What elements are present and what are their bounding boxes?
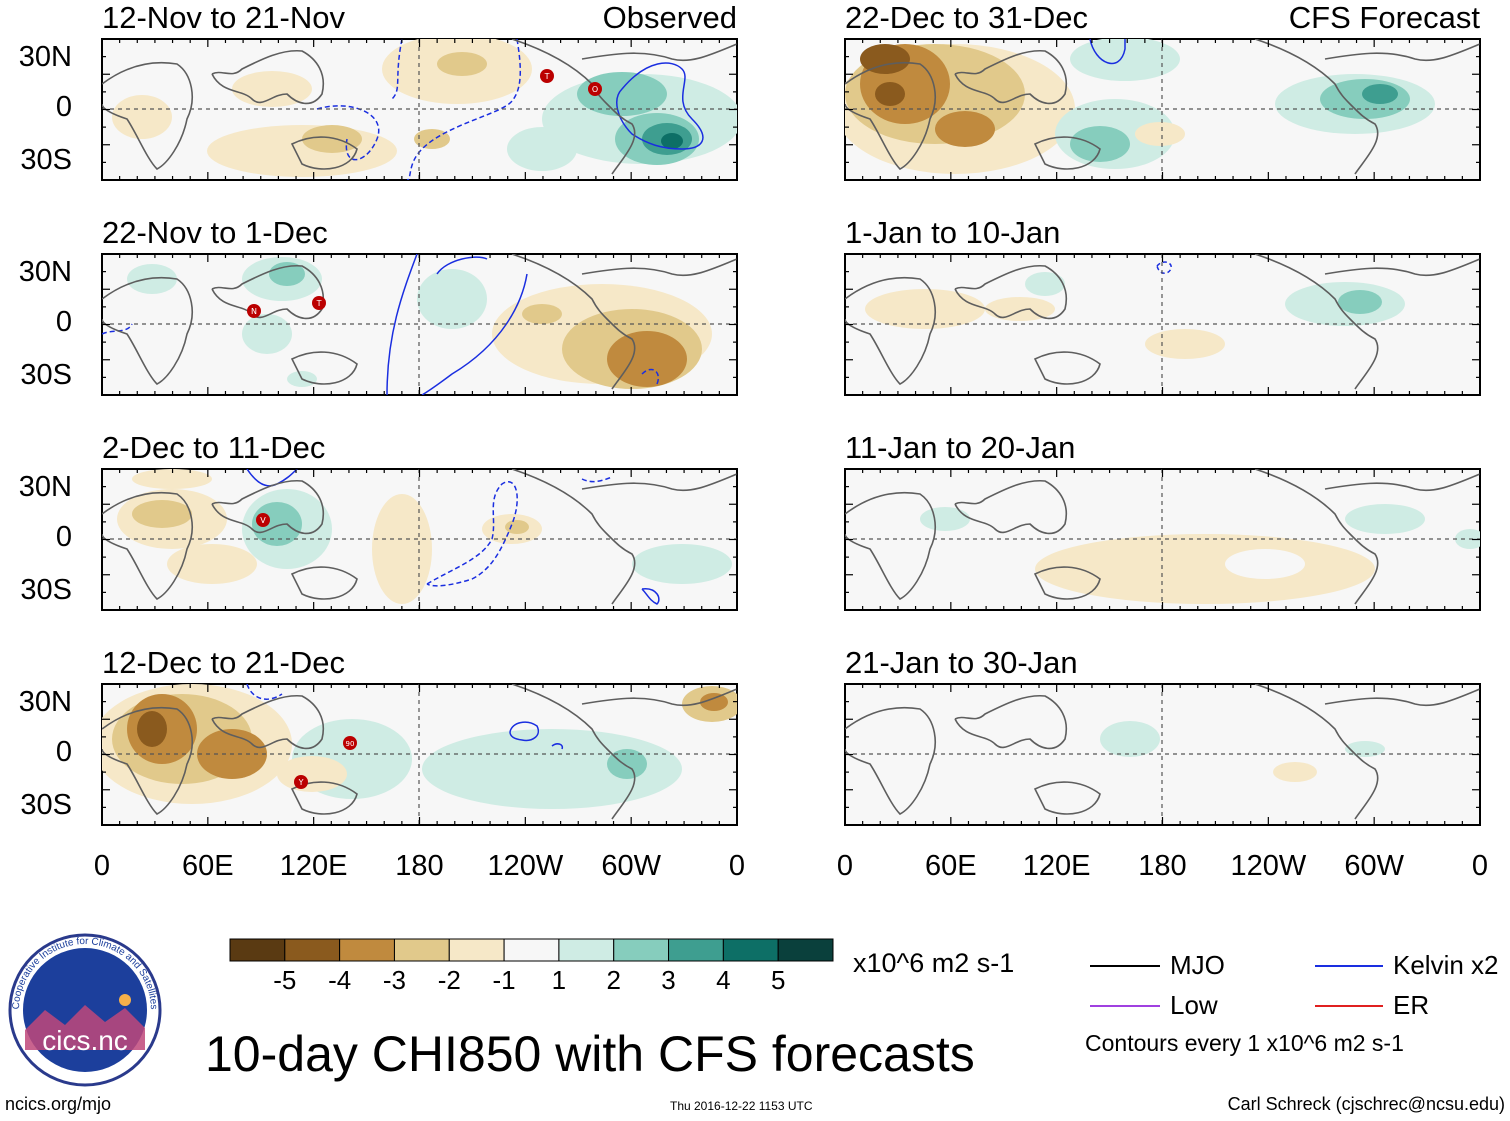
- colorbar-swatch: [613, 938, 670, 962]
- lat-label: 30S: [20, 359, 72, 391]
- lon-label: 180: [1138, 850, 1187, 882]
- storm-marker-label: N: [251, 307, 257, 316]
- panel-title: 22-Nov to 1-Dec: [102, 215, 328, 250]
- colorbar: -5 -4 -3 -2 -1 1 2 3 4 5: [229, 938, 834, 995]
- cics-logo: cics.nc Cooperative Institute for Climat…: [8, 933, 162, 1087]
- panel-observed-2: N T: [101, 253, 738, 396]
- lat-label: 0: [55, 91, 72, 123]
- panel-corner-label: Observed: [602, 0, 737, 35]
- colorbar-units: x10^6 m2 s-1: [853, 948, 1015, 978]
- panel-title: 1-Jan to 10-Jan: [845, 215, 1061, 250]
- lat-label: 0: [55, 521, 72, 553]
- lon-label: 120E: [279, 850, 348, 882]
- lon-label: 0: [728, 850, 746, 882]
- colorbar-tick-label: -1: [493, 965, 516, 995]
- colorbar-swatch: [339, 938, 395, 962]
- lon-label: 60W: [1344, 850, 1404, 882]
- colorbar-swatch: [722, 938, 779, 962]
- legend-label-er: ER: [1393, 990, 1430, 1020]
- colorbar-swatch: [229, 938, 286, 962]
- lat-label: 30S: [20, 789, 72, 821]
- storm-marker: 90: [343, 736, 357, 750]
- panel-observed-3: V: [101, 468, 738, 611]
- lon-label: 0: [1471, 850, 1489, 882]
- panel-title: 21-Jan to 30-Jan: [845, 645, 1078, 680]
- lon-label: 0: [93, 850, 111, 882]
- colorbar-tick-label: 1: [552, 965, 566, 995]
- colorbar-tick-label: -4: [328, 965, 351, 995]
- axis-ticks: [101, 38, 1481, 826]
- panel-forecast-3: [844, 468, 1481, 611]
- colorbar-swatch: [284, 938, 341, 962]
- storm-marker: N: [247, 304, 261, 318]
- colorbar-tick-label: 3: [661, 965, 675, 995]
- colorbar-swatch: [393, 938, 450, 962]
- storm-marker: V: [256, 513, 270, 527]
- panel-forecast-4: [844, 683, 1481, 826]
- lon-label: 60E: [925, 850, 977, 882]
- logo-wordmark: cics.nc: [42, 1025, 128, 1056]
- colorbar-tick-label: -5: [273, 965, 296, 995]
- storm-marker-label: 90: [346, 740, 355, 748]
- footer-timestamp: Thu 2016-12-22 1153 UTC: [670, 1099, 813, 1113]
- legend-label-low: Low: [1170, 990, 1218, 1020]
- lon-label: 180: [395, 850, 444, 882]
- colorbar-tick-label: 5: [771, 965, 785, 995]
- footer-author: Carl Schreck (cjschrec@ncsu.edu): [1227, 1094, 1505, 1114]
- lon-label: 120E: [1022, 850, 1091, 882]
- storm-marker: T: [312, 296, 326, 310]
- panel-forecast-1: [844, 38, 1481, 181]
- lon-label: 0: [836, 850, 854, 882]
- storm-marker: Y: [294, 775, 308, 789]
- colorbar-tick-label: -3: [383, 965, 406, 995]
- lat-label: 30N: [18, 471, 72, 503]
- colorbar-swatch: [448, 938, 505, 962]
- panel-observed-4: 90 Y: [101, 683, 738, 826]
- panel-title: 2-Dec to 11-Dec: [102, 430, 326, 465]
- footer-url[interactable]: ncics.org/mjo: [5, 1094, 112, 1114]
- lon-label: 120W: [1230, 850, 1307, 882]
- storm-marker-label: T: [316, 299, 322, 308]
- legend-label-kelvin: Kelvin x2: [1393, 950, 1499, 980]
- panel-title: 11-Jan to 20-Jan: [845, 430, 1076, 465]
- storm-marker: O: [588, 82, 602, 96]
- colorbar-swatch: [668, 938, 724, 962]
- colorbar-swatch: [558, 938, 615, 962]
- panel-forecast-2: [844, 253, 1481, 396]
- storm-marker-label: O: [592, 85, 598, 94]
- lat-label: 30S: [20, 144, 72, 176]
- lat-label: 0: [55, 306, 72, 338]
- colorbar-swatch: [503, 938, 560, 962]
- lat-label: 30N: [18, 686, 72, 718]
- panel-observed-1: T O: [101, 38, 738, 181]
- storm-marker-label: V: [260, 516, 266, 525]
- lat-label: 30N: [18, 256, 72, 288]
- lon-label: 60W: [601, 850, 661, 882]
- legend-note: Contours every 1 x10^6 m2 s-1: [1085, 1030, 1404, 1056]
- main-title: 10-day CHI850 with CFS forecasts: [205, 1026, 975, 1082]
- lat-label: 0: [55, 736, 72, 768]
- lat-label: 30S: [20, 574, 72, 606]
- panel-title: 22-Dec to 31-Dec: [845, 0, 1088, 35]
- storm-marker-label: Y: [298, 778, 304, 787]
- legend-label-mjo: MJO: [1170, 950, 1225, 980]
- colorbar-tick-label: -2: [438, 965, 461, 995]
- storm-marker-label: T: [544, 72, 550, 81]
- panel-title: 12-Nov to 21-Nov: [102, 0, 345, 35]
- colorbar-swatch: [777, 938, 834, 962]
- colorbar-tick-label: 2: [606, 965, 620, 995]
- storm-marker: T: [540, 69, 554, 83]
- lat-label: 30N: [18, 41, 72, 73]
- colorbar-tick-label: 4: [716, 965, 730, 995]
- panel-corner-label: CFS Forecast: [1288, 0, 1480, 35]
- lon-label: 60E: [182, 850, 234, 882]
- panel-title: 12-Dec to 21-Dec: [102, 645, 345, 680]
- lon-label: 120W: [487, 850, 564, 882]
